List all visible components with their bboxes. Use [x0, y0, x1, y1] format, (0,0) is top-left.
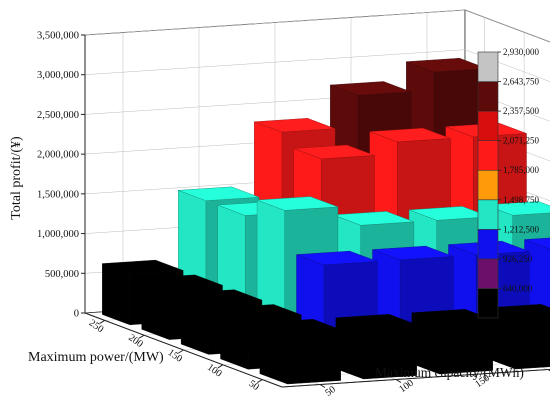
power-tick-label: 50 [246, 378, 261, 393]
colorbar-swatch [478, 259, 498, 289]
colorbar-swatch [478, 170, 498, 200]
colorbar-tick-label: 1,212,500 [503, 224, 540, 234]
z-tick-label: 1,000,000 [37, 229, 79, 240]
z-tick-label: 500,000 [45, 269, 79, 280]
power-tick-label: 200 [126, 332, 145, 350]
colorbar-tick-label: 2,357,500 [503, 106, 540, 116]
colorbar-swatch [478, 111, 498, 141]
power-tick-label: 150 [166, 347, 185, 365]
bar-face-side [142, 278, 170, 339]
capacity-tick-label: 50 [323, 384, 338, 399]
colorbar-tick-label: 2,930,000 [503, 47, 540, 57]
power-tick-label: 100 [205, 362, 224, 380]
bar-face-side [181, 293, 209, 354]
colorbar-swatch [478, 52, 498, 82]
capacity-tick-mark [320, 385, 325, 388]
bar-face-side [221, 308, 249, 369]
capacity-axis-title: Maximum capacity/(MWh) [375, 365, 524, 380]
bar-face-front [288, 330, 341, 384]
colorbar-tick-label: 1,498,750 [503, 195, 540, 205]
colorbar-tick-label: 926,250 [503, 254, 533, 264]
colorbar-swatch [478, 229, 498, 259]
z-axis-title: Total profit/(¥) [9, 136, 24, 220]
z-tick-label: 1,500,000 [37, 189, 79, 200]
colorbar-tick-label: 2,071,250 [503, 136, 540, 146]
z-tick-label: 3,500,000 [37, 31, 79, 42]
power-axis-title: Maximum power/(MW) [28, 350, 164, 365]
bar-face-side [102, 264, 130, 325]
colorbar-swatch [478, 200, 498, 230]
z-tick-label: 0 [74, 309, 79, 320]
colorbar-swatch [478, 288, 498, 318]
bar-face-side [260, 323, 288, 384]
power-tick-label: 250 [87, 318, 106, 336]
colorbar-tick-label: 2,643,750 [503, 77, 540, 87]
z-tick-label: 2,000,000 [37, 150, 79, 161]
bar [260, 319, 341, 384]
colorbar-tick-label: 640,000 [503, 283, 533, 293]
z-tick-label: 2,500,000 [37, 110, 79, 121]
colorbar-tick-label: 1,785,000 [503, 165, 540, 175]
z-tick-label: 3,000,000 [37, 70, 79, 81]
colorbar-swatch [478, 82, 498, 112]
bar-face-front [516, 315, 550, 369]
colorbar-swatch [478, 141, 498, 171]
capacity-tick-label: 100 [397, 378, 416, 396]
